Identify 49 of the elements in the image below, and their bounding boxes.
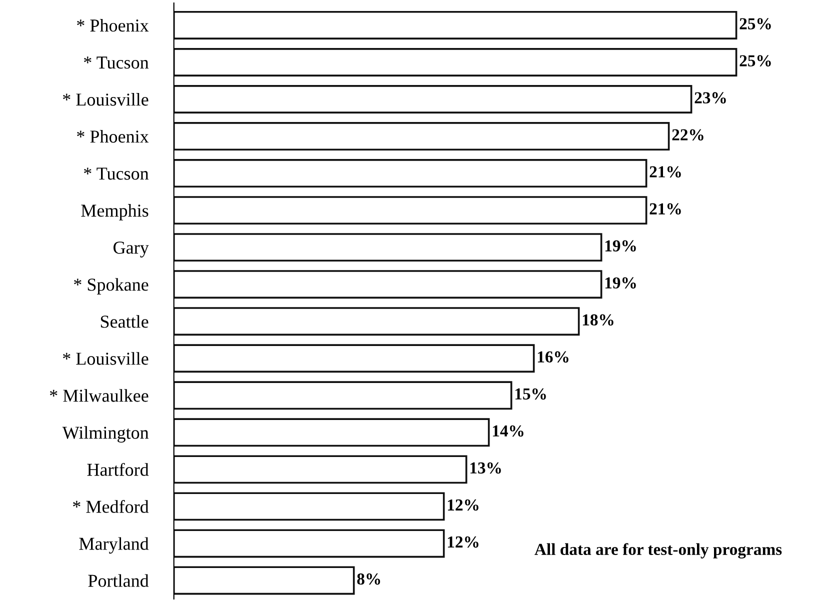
bar (174, 307, 580, 336)
y-tick-label: Portland (88, 574, 149, 587)
bar (174, 159, 648, 188)
y-tick-label: * Spokane (74, 278, 148, 294)
y-tick-label: * Louisville (63, 92, 148, 106)
data-label: 21% (650, 166, 681, 178)
data-label: 12% (448, 499, 478, 511)
bar (174, 48, 738, 76)
y-tick-label: * Tucson (84, 168, 149, 180)
y-tick-label: Maryland (79, 537, 149, 554)
bar (174, 418, 490, 447)
data-label: 16% (538, 351, 568, 363)
bar (174, 122, 670, 151)
data-label: 13% (470, 462, 501, 474)
bar (174, 566, 355, 595)
y-tick-label: Hartford (87, 462, 149, 476)
data-label: 21% (650, 203, 681, 215)
bar (174, 344, 535, 373)
bar (174, 85, 692, 114)
bar (174, 529, 445, 558)
data-label: 22% (672, 129, 704, 140)
y-tick-label: * Milwaulkee (50, 389, 148, 402)
bar (174, 233, 602, 262)
data-label: 12% (448, 536, 478, 548)
y-tick-label: * Phoenix (77, 130, 149, 143)
y-tick-label: Gary (114, 242, 149, 258)
data-label: 18% (582, 314, 614, 326)
y-tick-label: Seattle (100, 315, 148, 328)
bar (174, 270, 602, 299)
data-label: 8% (357, 573, 380, 585)
data-label: 19% (605, 240, 636, 252)
bar (174, 455, 468, 484)
y-tick-label: * Medford (73, 500, 149, 513)
annotation: All data are for test-only programs (534, 543, 782, 559)
bar (174, 196, 648, 225)
data-label: 15% (515, 388, 546, 400)
y-tick-label: * Louisville (63, 352, 148, 365)
bar (174, 492, 445, 521)
y-tick-label: Memphis (81, 204, 148, 220)
y-tick-label: Wilmington (62, 426, 149, 443)
data-label: 14% (492, 425, 524, 437)
y-tick-label: * Phoenix (77, 18, 149, 32)
data-label: 23% (694, 92, 726, 104)
data-label: 25% (740, 55, 771, 66)
bar (174, 381, 512, 410)
data-label: 19% (605, 277, 636, 289)
data-label: 25% (740, 18, 771, 30)
y-tick-label: * Tucson (84, 56, 149, 69)
bar (174, 10, 738, 40)
